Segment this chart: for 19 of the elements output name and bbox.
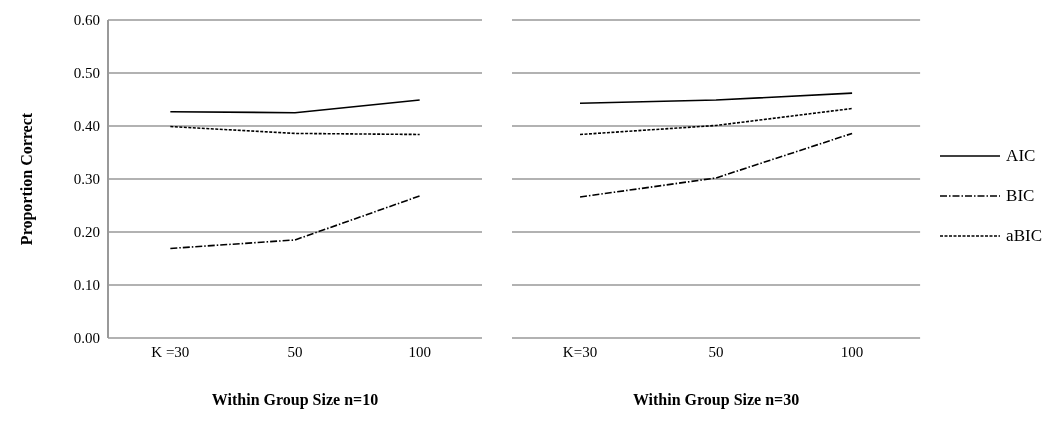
- y-tick-label: 0.00: [73, 330, 100, 347]
- y-tick-label: 0.40: [73, 118, 100, 135]
- x-axis-title: Within Group Size n=10: [211, 391, 379, 409]
- x-tick-label: 100: [408, 343, 431, 360]
- x-tick-label: 50: [708, 343, 724, 360]
- x-tick-label: 100: [840, 343, 864, 360]
- y-tick-label: 0.30: [73, 171, 100, 188]
- legend-label: AIC: [1006, 144, 1036, 167]
- y-tick-label: 0.10: [73, 277, 100, 294]
- x-tick-label: K=30: [562, 343, 598, 360]
- x-axis-title: Within Group Size n=30: [632, 391, 800, 409]
- x-tick-label: 50: [287, 343, 303, 360]
- legend-label: aBIC: [1006, 224, 1042, 247]
- x-tick-label: K =30: [151, 343, 190, 360]
- y-tick-label: 0.20: [73, 224, 100, 241]
- y-axis-title: Proportion Correct: [17, 112, 36, 246]
- y-tick-label: 0.50: [73, 65, 100, 82]
- legend-label: BIC: [1006, 184, 1035, 207]
- y-tick-label: 0.60: [73, 12, 100, 29]
